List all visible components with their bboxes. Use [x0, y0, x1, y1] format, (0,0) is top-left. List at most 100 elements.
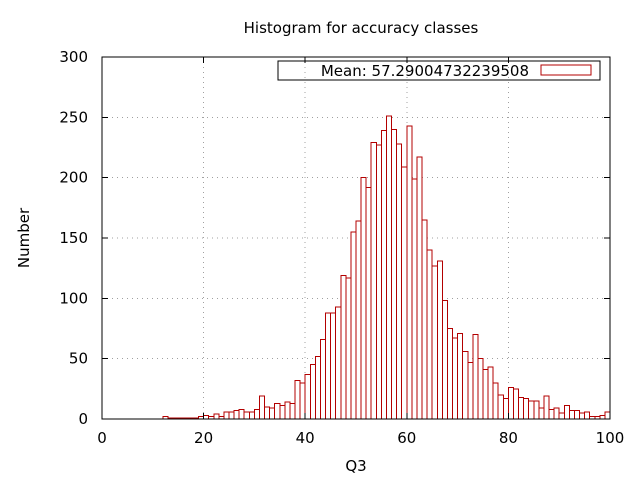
histogram-bar — [309, 364, 316, 420]
histogram-bar — [512, 388, 520, 420]
histogram-bar — [375, 144, 382, 420]
histogram-bar — [573, 410, 581, 420]
histogram-bar — [462, 350, 469, 420]
histogram-bar — [538, 407, 545, 420]
histogram-bar — [279, 405, 286, 420]
histogram-bar — [258, 395, 266, 420]
histogram-bar — [243, 411, 250, 420]
histogram-bar — [553, 407, 560, 420]
histogram-bar — [319, 338, 327, 420]
histogram-bar — [406, 125, 413, 420]
histogram-bar — [340, 274, 347, 420]
histogram-bar — [401, 166, 408, 420]
histogram-bar — [350, 231, 357, 420]
histogram-bar — [528, 400, 535, 420]
legend: Mean: 57.29004732239508 — [277, 60, 601, 81]
histogram-bar — [457, 332, 464, 420]
histogram-bar — [223, 411, 230, 420]
histogram-bar — [558, 412, 565, 420]
x-tick-label: 60 — [397, 429, 416, 447]
bars — [162, 115, 611, 420]
histogram-bar — [289, 402, 296, 420]
histogram-bar — [228, 411, 235, 420]
histogram-bar — [604, 411, 611, 420]
histogram-bar — [269, 407, 276, 420]
x-tick-label: 20 — [194, 429, 213, 447]
histogram-bar — [543, 395, 550, 420]
x-tick-label: 0 — [97, 429, 107, 447]
histogram-bar — [482, 369, 489, 420]
histogram-bar — [385, 115, 393, 420]
histogram-bar — [533, 400, 540, 420]
histogram-bar — [355, 220, 362, 420]
histogram-bar — [599, 414, 606, 420]
y-tick-label: 200 — [59, 169, 88, 187]
histogram-bar — [421, 219, 428, 420]
histogram-bar — [325, 312, 332, 420]
y-tick-label: 150 — [59, 229, 88, 247]
histogram-bar — [213, 413, 220, 420]
histogram-bar — [304, 373, 311, 420]
histogram-bar — [248, 411, 255, 420]
x-tick-label: 40 — [296, 429, 315, 447]
legend-swatch — [540, 64, 592, 76]
histogram-bar — [203, 414, 210, 420]
histogram-bar — [568, 410, 575, 420]
x-tick-label: 80 — [499, 429, 518, 447]
histogram-bar — [452, 337, 459, 420]
histogram-bar — [548, 408, 555, 420]
y-tick-label: 250 — [59, 108, 88, 126]
histogram-bar — [584, 411, 591, 420]
histogram-bar — [492, 382, 499, 420]
x-tick-label: 100 — [596, 429, 625, 447]
histogram-bar — [416, 156, 423, 420]
histogram-bar — [233, 410, 240, 420]
histogram-bar — [472, 334, 479, 420]
y-tick-label: 0 — [78, 410, 88, 428]
histogram-bar — [487, 366, 494, 420]
histogram-bar — [380, 130, 387, 420]
y-tick-labels: 0 50 100 150 200 250 300 — [59, 48, 88, 428]
histogram-bar — [284, 401, 291, 420]
histogram-bar — [314, 355, 321, 420]
histogram-bar — [294, 379, 301, 420]
histogram-bar — [396, 143, 403, 420]
histogram-bar — [563, 405, 570, 420]
histogram-bar — [497, 394, 504, 420]
histogram-bar — [253, 408, 260, 420]
histogram-bar — [365, 186, 372, 420]
x-tick-labels: 0 20 40 60 80 100 — [97, 429, 624, 447]
histogram-bar — [441, 300, 448, 420]
histogram-bar — [238, 408, 245, 420]
y-tick-label: 50 — [69, 350, 88, 368]
histogram-bar — [436, 260, 443, 420]
histogram-bar — [426, 249, 433, 420]
histogram-bar — [411, 178, 418, 420]
histogram-bar — [507, 387, 514, 420]
legend-box — [277, 60, 601, 81]
histogram-bar — [523, 397, 530, 420]
histogram-bar — [431, 265, 438, 420]
histogram-bar — [579, 412, 586, 420]
histogram-bar — [370, 142, 377, 420]
histogram-bar — [391, 128, 398, 420]
legend-label: Mean: 57.29004732239508 — [321, 62, 529, 80]
histogram-bar — [335, 306, 342, 420]
y-tick-label: 100 — [59, 289, 88, 307]
chart-title: Histogram for accuracy classes — [244, 19, 479, 37]
histogram-bar — [467, 361, 474, 420]
histogram-bar — [264, 406, 271, 420]
histogram-bar — [345, 277, 352, 420]
histogram-bar — [299, 382, 306, 420]
histogram-bar — [274, 402, 281, 420]
ticks — [101, 56, 611, 420]
x-axis-label: Q3 — [345, 457, 366, 475]
y-axis-label: Number — [15, 207, 33, 268]
histogram-bar — [502, 397, 509, 420]
histogram-bar — [446, 328, 454, 420]
y-tick-label: 300 — [59, 48, 88, 66]
histogram-bar — [518, 396, 525, 420]
histogram-bar — [477, 358, 484, 420]
histogram-bar — [330, 312, 337, 420]
